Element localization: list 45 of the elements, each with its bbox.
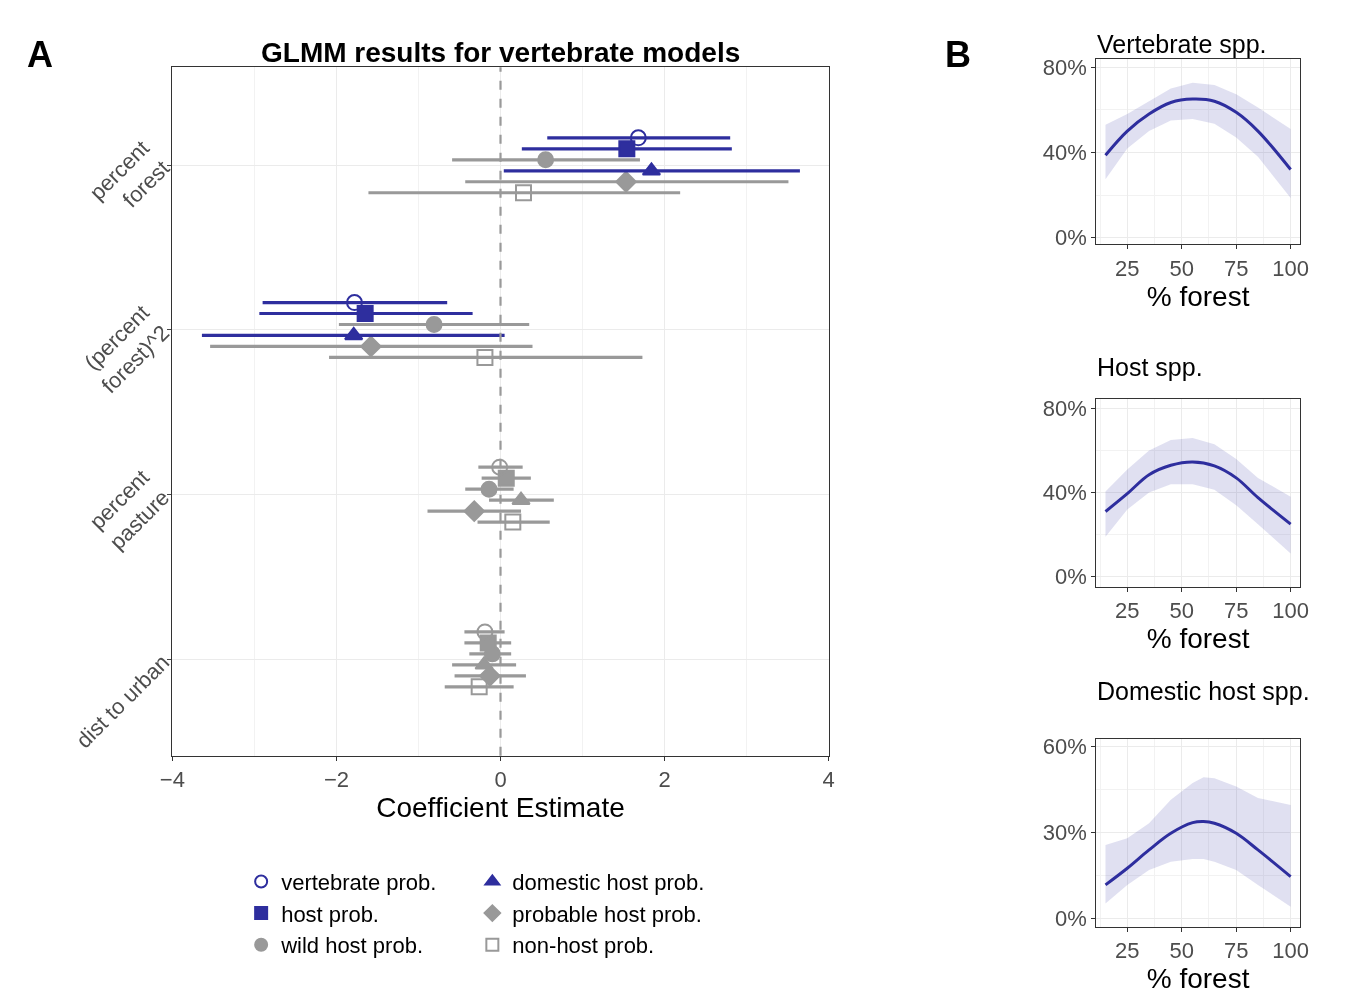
chart-title: Domestic host spp. bbox=[1097, 677, 1310, 705]
y-tick-label: 30% bbox=[1042, 820, 1087, 846]
x-tick-label: 25 bbox=[1115, 597, 1140, 623]
x-axis-title: % forest bbox=[1146, 280, 1250, 312]
legend-label: non-host prob. bbox=[512, 933, 655, 959]
line-series bbox=[1104, 460, 1293, 526]
x-axis-title: % forest bbox=[1146, 623, 1250, 655]
line-series bbox=[1104, 97, 1293, 171]
y-tick-label: 80% bbox=[1042, 54, 1087, 80]
x-tick-label: 4 bbox=[822, 767, 835, 793]
y-tick-label: 40% bbox=[1042, 480, 1087, 506]
x-tick-label: 50 bbox=[1169, 255, 1194, 281]
x-tick-label: 0 bbox=[494, 767, 507, 793]
y-tick-label: 0% bbox=[1055, 564, 1087, 590]
legend-label: wild host prob. bbox=[280, 933, 423, 959]
y-tick-label: 60% bbox=[1042, 734, 1087, 760]
legend-label: host prob. bbox=[281, 901, 379, 927]
text: B bbox=[945, 34, 971, 75]
chart-title: GLMM results for vertebrate models bbox=[261, 37, 741, 68]
x-tick-label: 2 bbox=[658, 767, 671, 793]
x-tick-label: 50 bbox=[1169, 597, 1194, 623]
x-axis-title: Coefficient Estimate bbox=[376, 792, 625, 824]
x-tick-label: 75 bbox=[1223, 597, 1249, 623]
y-tick-label: 0% bbox=[1055, 906, 1087, 932]
text: A bbox=[27, 34, 53, 75]
x-tick-label: 100 bbox=[1272, 597, 1309, 623]
x-tick-label: 100 bbox=[1272, 255, 1309, 281]
x-tick-label: −4 bbox=[159, 767, 185, 793]
line-series bbox=[1104, 819, 1293, 887]
legend-label: vertebrate prob. bbox=[281, 870, 437, 896]
x-tick-label: −2 bbox=[323, 767, 349, 793]
x-axis-title: % forest bbox=[1146, 963, 1250, 995]
x-tick-label: 75 bbox=[1223, 255, 1249, 281]
y-tick-label: 40% bbox=[1042, 140, 1087, 166]
x-tick-label: 50 bbox=[1169, 938, 1194, 964]
chart-title: Vertebrate spp. bbox=[1097, 30, 1267, 58]
legend-label: domestic host prob. bbox=[512, 870, 705, 896]
x-tick-label: 25 bbox=[1115, 255, 1140, 281]
y-tick-label: 0% bbox=[1055, 225, 1087, 251]
x-tick-label: 100 bbox=[1272, 938, 1309, 964]
y-tick-label: 80% bbox=[1042, 396, 1087, 422]
chart-title: Host spp. bbox=[1097, 353, 1203, 381]
legend-label: probable host prob. bbox=[512, 901, 702, 927]
x-tick-label: 75 bbox=[1223, 938, 1249, 964]
x-tick-label: 25 bbox=[1115, 938, 1140, 964]
